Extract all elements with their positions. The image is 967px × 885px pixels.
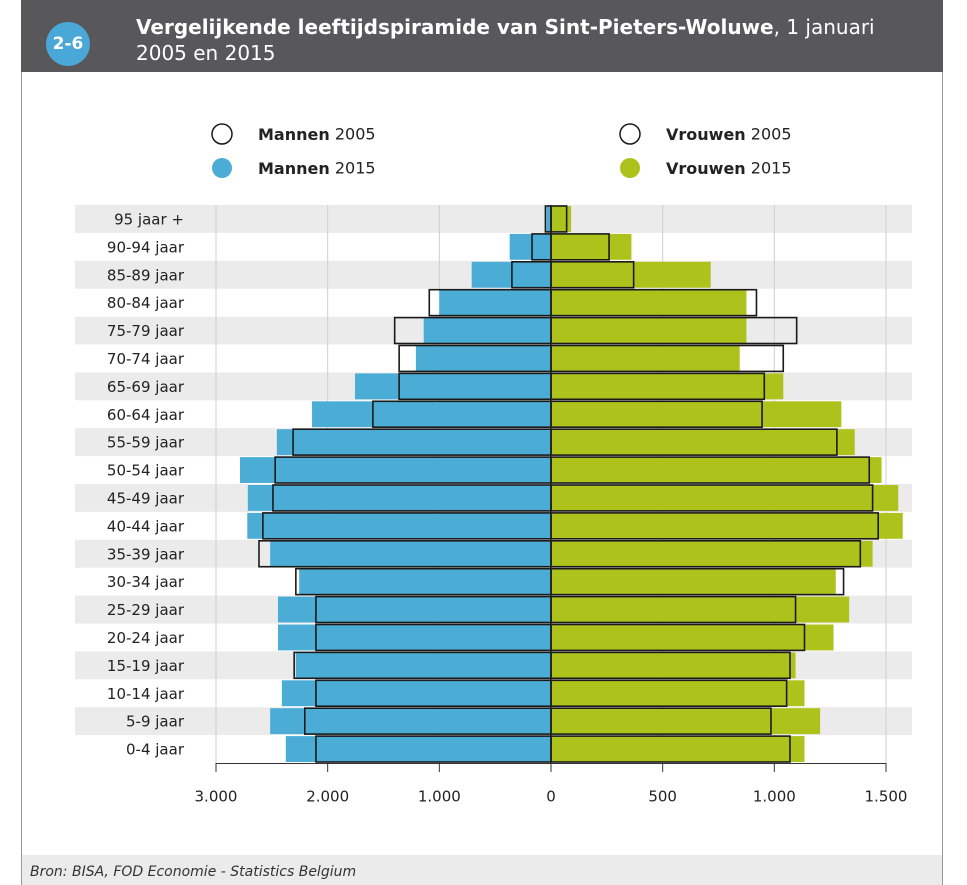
- y-tick-label: 20-24 jaar: [107, 629, 185, 647]
- bar: [546, 206, 551, 232]
- x-tick-label: 2.000: [306, 788, 349, 806]
- x-tick-label: 0: [546, 788, 556, 806]
- y-tick-label: 15-19 jaar: [107, 657, 185, 675]
- legend-marker: [211, 123, 233, 145]
- bar: [270, 708, 551, 735]
- bar: [285, 736, 551, 762]
- bar: [281, 680, 551, 707]
- x-tick-label: 1.000: [753, 788, 796, 806]
- y-tick-label: 5-9 jaar: [126, 713, 185, 731]
- bar: [299, 568, 551, 595]
- bar: [277, 624, 551, 651]
- title-rest: , 1 januari 2005 en 2015: [136, 15, 875, 65]
- bar: [509, 233, 551, 260]
- y-tick-label: 40-44 jaar: [107, 517, 185, 535]
- bar: [551, 206, 572, 232]
- y-tick-label: 90-94 jaar: [107, 238, 185, 256]
- y-tick-label: 25-29 jaar: [107, 601, 185, 619]
- bar: [270, 540, 551, 567]
- legend-label: Vrouwen 2015: [666, 159, 792, 178]
- bar: [551, 512, 903, 539]
- bar: [439, 289, 551, 316]
- source: Bron: BISA, FOD Economie - Statistics Be…: [30, 864, 356, 880]
- bar: [551, 401, 842, 428]
- y-tick-label: 0-4 jaar: [126, 741, 185, 759]
- y-tick-label: 45-49 jaar: [107, 489, 185, 507]
- bar: [551, 261, 711, 288]
- title-bold: Vergelijkende leeftijdspiramide van Sint…: [136, 15, 774, 39]
- y-tick-label: 65-69 jaar: [107, 378, 185, 396]
- bar: [551, 373, 784, 400]
- badge: 2-6: [46, 22, 90, 66]
- legend-marker: [620, 158, 640, 178]
- bar: [551, 233, 632, 260]
- bar: [551, 540, 873, 567]
- y-tick-label: 95 jaar +: [114, 210, 184, 228]
- title: Vergelijkende leeftijdspiramide van Sint…: [136, 14, 926, 66]
- x-tick-label: 1.000: [418, 788, 461, 806]
- bar: [551, 624, 834, 651]
- legend-label: Mannen 2005: [258, 125, 376, 144]
- bar: [551, 317, 747, 344]
- bar: [240, 457, 551, 483]
- bar: [247, 485, 551, 511]
- bar: [276, 429, 551, 456]
- bar: [551, 652, 796, 679]
- bar: [551, 457, 882, 483]
- bar: [277, 596, 551, 623]
- legend-label: Mannen 2015: [258, 159, 376, 178]
- row-band: [75, 205, 912, 233]
- bar: [551, 568, 836, 595]
- legend-marker: [619, 123, 641, 145]
- x-tick-label: 1.500: [865, 788, 908, 806]
- bar: [355, 373, 551, 400]
- bar: [415, 345, 551, 372]
- y-tick-label: 50-54 jaar: [107, 462, 185, 480]
- bar: [551, 429, 855, 456]
- bar: [551, 708, 821, 735]
- header: 2-6 Vergelijkende leeftijdspiramide van …: [21, 0, 943, 72]
- y-tick-label: 30-34 jaar: [107, 573, 185, 591]
- x-tick-label: 500: [648, 788, 677, 806]
- bar: [551, 680, 805, 707]
- y-tick-label: 10-14 jaar: [107, 685, 185, 703]
- bar: [247, 512, 551, 539]
- bar: [295, 652, 551, 679]
- bar: [423, 317, 551, 344]
- y-tick-label: 80-84 jaar: [107, 294, 185, 312]
- y-tick-label: 35-39 jaar: [107, 545, 185, 563]
- bar: [551, 596, 850, 623]
- bar: [551, 345, 740, 372]
- bar: [551, 289, 747, 316]
- bar: [551, 485, 899, 511]
- bar: [551, 736, 805, 762]
- footer-band: [22, 855, 942, 885]
- y-tick-label: 75-79 jaar: [107, 322, 185, 340]
- legend-label: Vrouwen 2005: [666, 125, 792, 144]
- x-tick-label: 3.000: [195, 788, 238, 806]
- y-tick-label: 70-74 jaar: [107, 350, 185, 368]
- y-tick-label: 60-64 jaar: [107, 406, 185, 424]
- bar: [312, 401, 551, 428]
- y-tick-label: 55-59 jaar: [107, 434, 185, 452]
- y-tick-label: 85-89 jaar: [107, 266, 185, 284]
- legend-marker: [212, 158, 232, 178]
